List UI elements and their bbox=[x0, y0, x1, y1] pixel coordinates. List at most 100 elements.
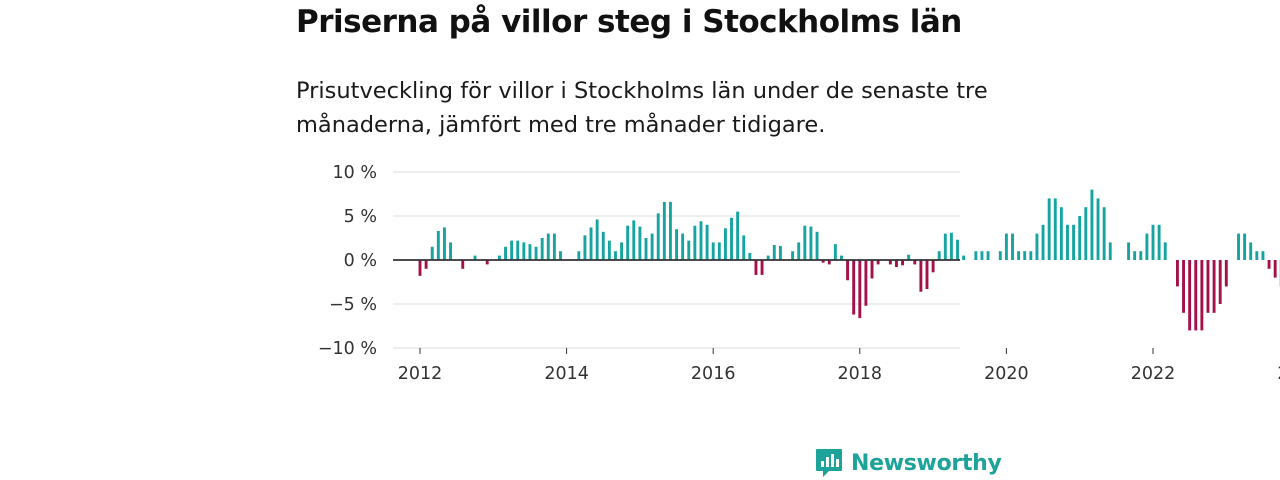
bar bbox=[1127, 242, 1131, 260]
bar bbox=[687, 240, 691, 260]
y-tick-label: −10 % bbox=[318, 339, 377, 359]
y-tick-label: −5 % bbox=[329, 295, 377, 315]
bar bbox=[583, 235, 587, 260]
bar bbox=[730, 217, 733, 260]
bar bbox=[858, 260, 862, 319]
bar bbox=[1084, 207, 1088, 260]
bar bbox=[522, 242, 526, 260]
x-tick-label: 2022 bbox=[1131, 364, 1176, 384]
bar bbox=[699, 221, 703, 260]
bar bbox=[461, 260, 465, 269]
bar bbox=[956, 239, 959, 260]
chart-subtitle: Prisutveckling för villor i Stockholms l… bbox=[296, 78, 988, 138]
bar bbox=[1004, 233, 1008, 260]
bar bbox=[595, 219, 599, 260]
bar bbox=[1273, 260, 1277, 278]
bar bbox=[1047, 198, 1051, 260]
y-tick-label: 5 % bbox=[344, 207, 377, 227]
bar bbox=[1175, 260, 1179, 287]
bar bbox=[430, 246, 434, 260]
bar bbox=[1017, 251, 1021, 260]
bar bbox=[815, 231, 819, 260]
bar bbox=[1096, 198, 1100, 260]
bar bbox=[791, 251, 795, 260]
bar bbox=[888, 260, 892, 265]
bar bbox=[552, 233, 556, 260]
bar bbox=[504, 246, 507, 260]
y-tick-label: 10 % bbox=[333, 163, 377, 183]
bar bbox=[974, 251, 978, 260]
bar bbox=[693, 225, 697, 260]
bar bbox=[424, 260, 428, 269]
bar bbox=[418, 260, 422, 276]
bar bbox=[1059, 207, 1063, 260]
bar bbox=[516, 240, 520, 260]
bar bbox=[711, 242, 715, 260]
bar bbox=[1188, 260, 1192, 331]
bar bbox=[821, 260, 825, 263]
bar bbox=[852, 260, 856, 315]
bar bbox=[650, 233, 654, 260]
x-tick-label: 2012 bbox=[398, 364, 443, 384]
bar bbox=[1108, 242, 1112, 260]
bar bbox=[510, 240, 514, 260]
bar bbox=[1267, 260, 1271, 269]
bar bbox=[1102, 207, 1106, 260]
x-tick-label: 2018 bbox=[838, 364, 883, 384]
bar bbox=[632, 220, 636, 260]
bars bbox=[418, 189, 1280, 331]
bar bbox=[803, 225, 807, 260]
bar bbox=[913, 260, 917, 265]
x-axis-ticks: 20122014201620182020202220242026 bbox=[398, 348, 1280, 384]
bar bbox=[668, 201, 672, 260]
bar bbox=[1072, 224, 1076, 260]
bar bbox=[760, 260, 764, 275]
bar bbox=[626, 225, 630, 260]
bar bbox=[540, 238, 544, 260]
x-tick-label: 2016 bbox=[691, 364, 736, 384]
bar bbox=[607, 240, 611, 260]
bar bbox=[638, 226, 642, 260]
bar bbox=[1011, 233, 1014, 260]
bar bbox=[1133, 251, 1137, 260]
newsworthy-logo-icon bbox=[816, 449, 842, 477]
bar bbox=[1023, 251, 1027, 260]
bar bbox=[589, 227, 593, 260]
bar bbox=[1261, 251, 1265, 260]
bar bbox=[528, 244, 532, 260]
bar bbox=[895, 260, 898, 268]
bar bbox=[1249, 242, 1253, 260]
bar bbox=[833, 244, 837, 260]
bar bbox=[1243, 233, 1247, 260]
bar bbox=[937, 251, 941, 260]
bar bbox=[949, 232, 953, 260]
bar bbox=[998, 251, 1002, 260]
bar bbox=[1163, 242, 1167, 260]
bar bbox=[846, 260, 850, 281]
bar bbox=[534, 246, 538, 260]
bar bbox=[772, 245, 776, 260]
bar bbox=[778, 245, 782, 260]
bar bbox=[1182, 260, 1185, 313]
bar bbox=[1041, 224, 1045, 260]
bar bbox=[827, 260, 831, 265]
bar bbox=[986, 251, 990, 260]
bar bbox=[980, 251, 984, 260]
bar bbox=[797, 242, 801, 260]
bar bbox=[1206, 260, 1210, 313]
bar bbox=[1090, 189, 1094, 260]
bar bbox=[436, 230, 440, 260]
bar bbox=[1224, 260, 1228, 287]
x-tick-label: 2024 bbox=[1277, 364, 1280, 384]
bar bbox=[473, 255, 477, 260]
bar bbox=[1078, 216, 1082, 260]
bar bbox=[962, 255, 966, 260]
bar bbox=[1157, 224, 1161, 260]
bar bbox=[736, 211, 740, 260]
bar bbox=[675, 229, 678, 260]
bar bbox=[925, 260, 929, 290]
bar bbox=[876, 260, 880, 265]
x-tick-label: 2020 bbox=[984, 364, 1029, 384]
bar bbox=[1237, 233, 1240, 260]
bar bbox=[1035, 233, 1039, 260]
